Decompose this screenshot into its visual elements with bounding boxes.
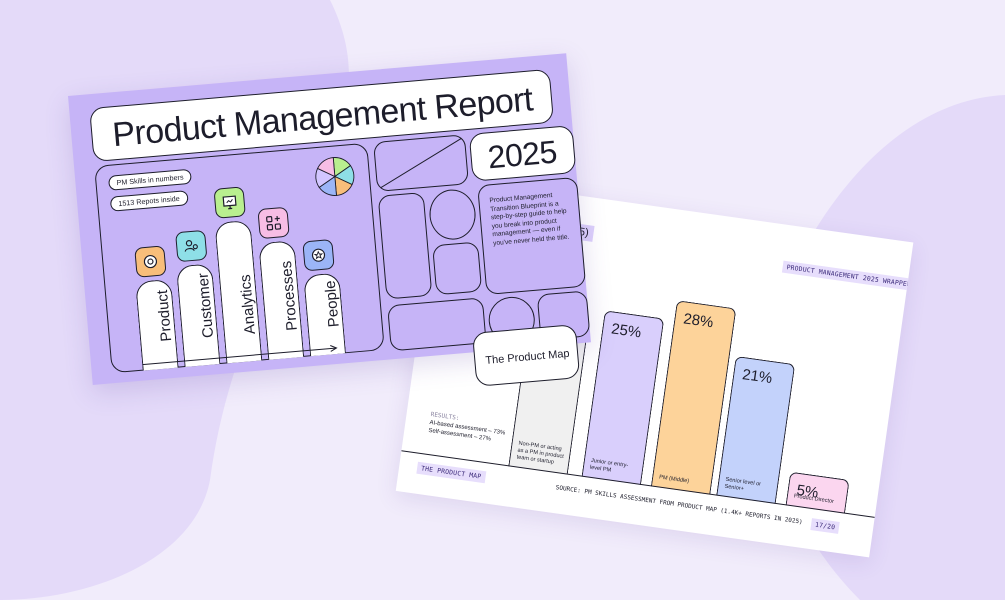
grid-cell-diagonal-top (373, 134, 469, 192)
grid-cell-tall-left (377, 191, 433, 300)
report-year: 2025 (486, 133, 559, 176)
bar-category-label: Senior level or Senior+ (724, 476, 762, 493)
grid-plus-icon (257, 206, 290, 240)
grid-cell-square (432, 241, 483, 296)
bar-value-label: 25% (610, 320, 643, 342)
year-box: 2025 (468, 125, 577, 182)
pill-pm-skills: PM Skills in numbers (107, 168, 193, 191)
bar-value-label: 21% (741, 366, 774, 388)
bar-category-label: PM (Middle) (658, 474, 690, 485)
product-map-card[interactable]: The Product Map (472, 324, 581, 387)
product-map-label: The Product Map (484, 347, 571, 367)
blueprint-panel: Product Management Transition Blueprint … (477, 176, 587, 295)
target-icon (134, 245, 167, 278)
users-icon (175, 229, 208, 263)
bar-category-label: Junior or entry-level PM (589, 457, 629, 474)
grid-cell-circle (427, 187, 478, 242)
blueprint-text: Product Management Transition Blueprint … (489, 192, 570, 248)
skill-label-customer: Customer (194, 272, 218, 339)
report-cover-card: Product Management Report PM Skills in n… (68, 53, 591, 385)
chart-bar: 5% Product Director (785, 471, 850, 514)
chart-bar: 21% Senior level or Senior+ (716, 355, 796, 504)
presentation-chart-icon (213, 186, 246, 219)
skill-label-processes: Processes (277, 260, 301, 332)
skill-column-processes: Processes (258, 240, 305, 360)
skills-panel: PM Skills in numbers 1513 Repots inside … (94, 142, 385, 374)
grid-cell-wide (387, 297, 487, 352)
axis-arrow (142, 345, 338, 366)
pill-reports: 1513 Repots inside (109, 190, 189, 212)
skill-column-customer: Customer (175, 263, 221, 368)
bar-category-label: Non-PM or acting as a PM in product team… (516, 440, 565, 466)
pie-chart-icon (315, 157, 355, 196)
bar-value-label: 28% (682, 310, 715, 332)
chart-bar: 25% Junior or entry-level PM (581, 310, 665, 485)
skill-label-product: Product (153, 289, 176, 343)
skill-label-analytics: Analytics (236, 273, 259, 336)
flower-badge-icon (302, 238, 335, 272)
skill-label-people: People (321, 279, 343, 328)
skill-column-analytics: Analytics (214, 219, 263, 364)
